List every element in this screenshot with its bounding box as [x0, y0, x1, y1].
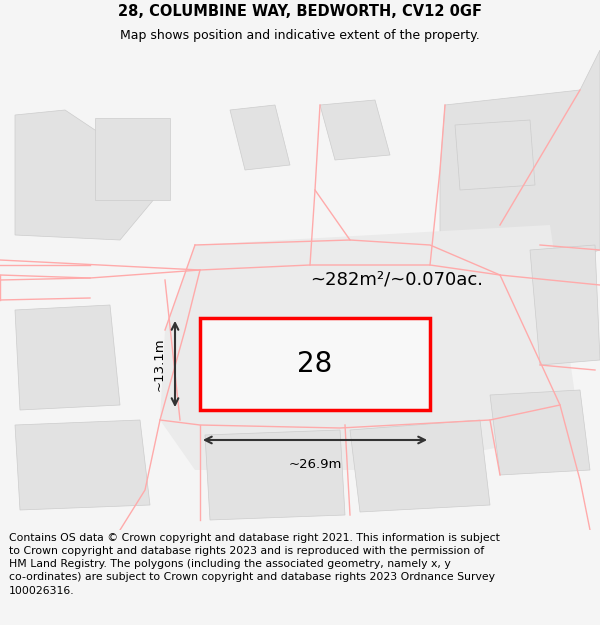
- Text: ~13.1m: ~13.1m: [152, 338, 166, 391]
- Polygon shape: [205, 430, 345, 520]
- Bar: [200, 318, 430, 410]
- Polygon shape: [490, 390, 590, 475]
- Polygon shape: [15, 110, 170, 240]
- Polygon shape: [95, 118, 170, 200]
- Polygon shape: [15, 305, 120, 410]
- Polygon shape: [440, 50, 600, 280]
- Polygon shape: [530, 245, 600, 365]
- Text: 28, COLUMBINE WAY, BEDWORTH, CV12 0GF: 28, COLUMBINE WAY, BEDWORTH, CV12 0GF: [118, 4, 482, 19]
- Polygon shape: [230, 105, 290, 170]
- Text: Contains OS data © Crown copyright and database right 2021. This information is : Contains OS data © Crown copyright and d…: [9, 533, 500, 596]
- Polygon shape: [160, 225, 580, 470]
- Polygon shape: [15, 420, 150, 510]
- Polygon shape: [320, 100, 390, 160]
- Text: ~282m²/~0.070ac.: ~282m²/~0.070ac.: [310, 271, 483, 289]
- Polygon shape: [350, 420, 490, 512]
- Text: 28: 28: [298, 350, 332, 378]
- Text: Map shows position and indicative extent of the property.: Map shows position and indicative extent…: [120, 29, 480, 42]
- Polygon shape: [455, 120, 535, 190]
- Text: ~26.9m: ~26.9m: [289, 458, 341, 471]
